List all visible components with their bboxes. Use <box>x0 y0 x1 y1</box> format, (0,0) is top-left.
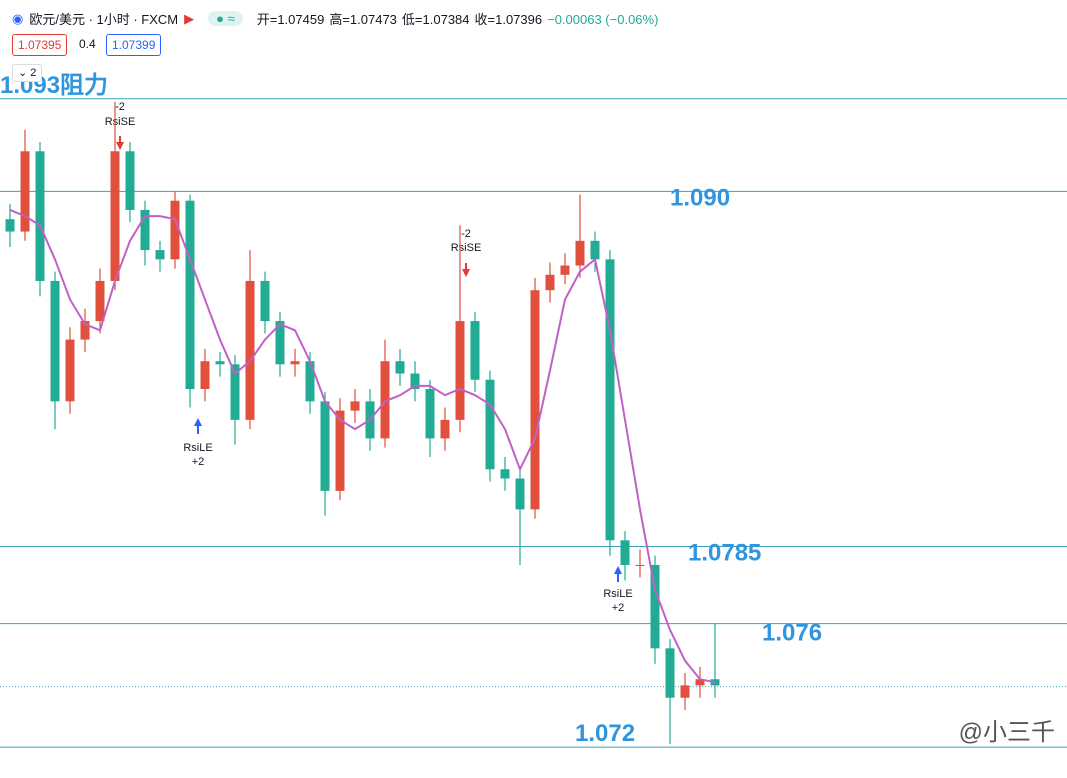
candle-body <box>170 200 180 260</box>
signal-qty: +2 <box>612 602 625 614</box>
candle-body <box>515 478 525 510</box>
candle-body <box>20 151 30 232</box>
candle-body <box>50 280 60 402</box>
symbol-icon: ◉ <box>12 10 24 26</box>
ohlc-close: 收=1.07396 <box>474 12 543 27</box>
short-arrow <box>462 263 470 277</box>
candle-body <box>230 364 240 420</box>
signal-qty: -2 <box>115 101 125 113</box>
candle-body <box>245 280 255 420</box>
signal-label: RsiLE <box>603 588 632 600</box>
candle-body <box>545 274 555 291</box>
candle-body <box>260 280 270 322</box>
candle-body <box>620 540 630 565</box>
bid[interactable]: 1.07395 <box>12 34 68 56</box>
candle-body <box>425 389 435 439</box>
long-arrow <box>614 566 622 582</box>
candle-body <box>275 321 285 365</box>
candle-body <box>320 401 330 491</box>
candle-body <box>590 240 600 260</box>
ohlc-high: 高=1.07473 <box>329 12 397 27</box>
candle-body <box>575 240 585 266</box>
level-label: 1.072 <box>575 720 635 747</box>
candle-body <box>215 361 225 365</box>
candle-body <box>440 419 450 439</box>
signal-label: RsiSE <box>105 116 136 128</box>
level-label: 1.0785 <box>688 539 761 566</box>
candle-body <box>605 259 615 541</box>
candle-body <box>335 410 345 491</box>
candle-body <box>665 648 675 698</box>
signal-label: RsiSE <box>451 242 482 254</box>
flag-icon[interactable]: ▶ <box>184 10 195 26</box>
candle-body <box>530 290 540 510</box>
candle-body <box>635 564 645 566</box>
candle-body <box>155 250 165 260</box>
candle-body <box>65 339 75 402</box>
candle-body <box>695 679 705 686</box>
candle-body <box>140 209 150 251</box>
candle-body <box>350 401 360 411</box>
ohlc-open: 开=1.07459 <box>256 12 325 27</box>
long-arrow <box>194 418 202 434</box>
moving-average <box>9 209 716 684</box>
candle-body <box>35 151 45 281</box>
ohlc: 开=1.07459 高=1.07473 低=1.07384 收=1.07396 −0.0… <box>257 9 664 28</box>
candle-body <box>500 469 510 479</box>
level-label: 1.076 <box>762 620 822 647</box>
candle-body <box>95 280 105 322</box>
candle-body <box>410 373 420 389</box>
candle-body <box>5 219 15 232</box>
ohlc-low: 低=1.07384 <box>401 12 470 27</box>
candle-body <box>680 685 690 698</box>
candle-body <box>470 321 480 380</box>
candle-body <box>650 564 660 649</box>
candle-body <box>455 321 465 420</box>
symbol: 欧元/美元 · 1小时 · FXCM <box>29 12 179 27</box>
indicator-count: 2 <box>30 67 37 79</box>
candle-body <box>125 151 135 210</box>
ohlc-change: −0.00063 (−0.06%) <box>547 12 659 27</box>
candle-body <box>185 200 195 389</box>
candle-body <box>395 361 405 374</box>
candle-body <box>80 321 90 340</box>
candle-body <box>305 361 315 402</box>
ask[interactable]: 1.07399 <box>106 34 162 56</box>
header: ◉ 欧元/美元 · 1小时 · FXCM ▶ ● ≈ 开=1.07459 高=1.… <box>12 9 663 28</box>
indicator-toggle[interactable]: ⌄ 2 <box>12 64 43 82</box>
status-pill[interactable]: ● ≈ <box>208 11 243 26</box>
candle-body <box>110 151 120 281</box>
signal-label: RsiLE <box>183 442 212 454</box>
candle-body <box>485 379 495 470</box>
level-label: 1.090 <box>670 184 730 211</box>
candle-body <box>380 361 390 439</box>
signal-qty: -2 <box>461 228 471 240</box>
candle-body <box>560 265 570 275</box>
candle-body <box>710 679 720 686</box>
candle-body <box>290 361 300 365</box>
short-arrow <box>116 136 124 150</box>
spread: 0.4 <box>74 34 101 54</box>
watermark: @小三千 <box>959 719 1055 746</box>
candle-body <box>200 361 210 389</box>
signal-qty: +2 <box>192 456 205 468</box>
